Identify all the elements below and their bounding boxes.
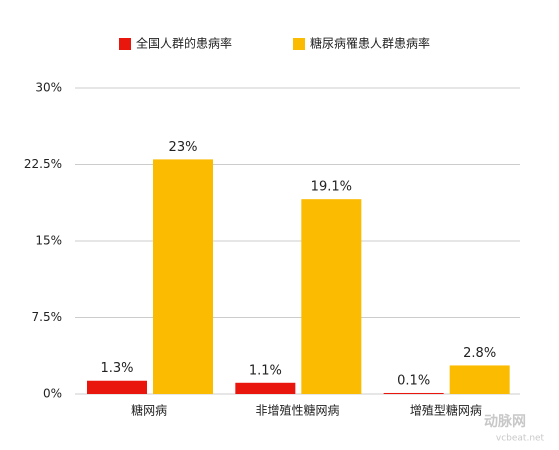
watermark: vcbeat.net: [496, 434, 545, 444]
value-label: 2.8%: [463, 346, 496, 361]
y-tick-label: 22.5%: [24, 157, 62, 171]
bar: [153, 159, 213, 394]
value-label: 1.1%: [249, 363, 282, 378]
value-label: 23%: [169, 140, 198, 155]
bar: [235, 382, 296, 394]
value-label: 0.1%: [397, 373, 430, 388]
value-label: 1.3%: [100, 361, 133, 376]
watermark: 动脉网: [484, 413, 526, 430]
x-tick-label: 增殖型糖网病: [410, 403, 482, 418]
bar: [87, 380, 147, 394]
legend-label: 全国人群的患病率: [136, 36, 232, 51]
bar: [383, 392, 444, 394]
legend-swatch: [119, 38, 131, 50]
value-label: 19.1%: [311, 180, 352, 195]
y-tick-label: 15%: [35, 234, 62, 248]
y-tick-label: 7.5%: [32, 310, 63, 324]
bar: [301, 199, 362, 394]
y-tick-label: 0%: [43, 387, 62, 401]
y-tick-label: 30%: [35, 81, 62, 95]
bar: [449, 365, 510, 394]
x-tick-label: 非增殖性糖网病: [255, 403, 339, 418]
x-tick-label: 糖网病: [131, 403, 167, 418]
legend-label: 糖尿病罹患人群患病率: [310, 36, 430, 51]
legend-swatch: [293, 38, 305, 50]
